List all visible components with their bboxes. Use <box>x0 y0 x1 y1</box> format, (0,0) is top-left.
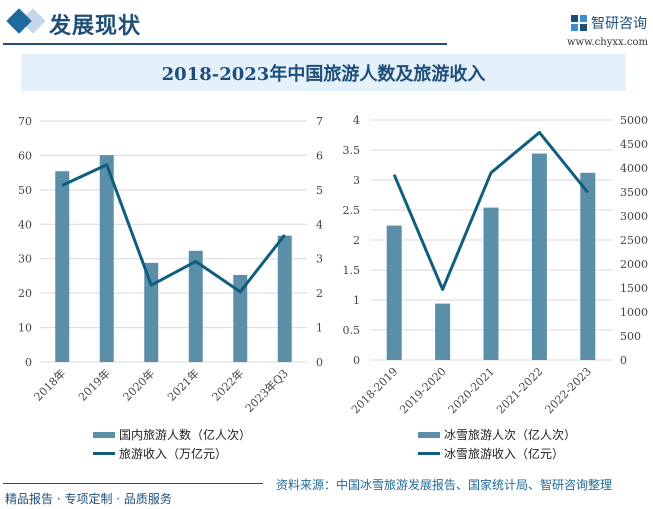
legend-label: 冰雪旅游收入（亿元） <box>444 447 565 461</box>
x-tick-label: 2018年 <box>31 366 68 403</box>
legend-item: 冰雪旅游收入（亿元） <box>418 445 564 462</box>
bar <box>55 171 70 362</box>
y-tick-left: 0.5 <box>343 324 361 337</box>
bar <box>531 153 547 360</box>
logo-text: 智研咨询 <box>591 16 647 32</box>
y-tick-left: 4 <box>353 114 360 127</box>
y-tick-left: 3 <box>353 174 360 187</box>
bar <box>99 155 114 362</box>
legend-item: 国内旅游人数（亿人次） <box>93 426 251 443</box>
source-note: 资料来源：中国冰雪旅游发展报告、国家统计局、智研咨询整理 <box>276 478 613 492</box>
legend-label: 国内旅游人数（亿人次） <box>119 428 252 442</box>
y-tick-left: 1 <box>353 294 360 307</box>
y-tick-right: 3500 <box>620 186 648 199</box>
header-divider <box>3 43 447 45</box>
legend-label: 冰雪旅游人次（亿人次） <box>444 428 577 442</box>
bar <box>580 172 596 360</box>
section-title: 发展现状 <box>49 14 142 39</box>
bar <box>144 262 159 362</box>
y-tick-right: 0 <box>620 354 627 367</box>
x-tick-label: 2021-2022 <box>494 365 545 416</box>
bar <box>233 274 248 362</box>
x-tick-label: 2018-2019 <box>349 365 400 416</box>
legend-swatch-bar <box>418 431 440 438</box>
bar <box>386 225 402 360</box>
bar <box>188 250 203 362</box>
x-tick-label: 2020年 <box>120 366 157 403</box>
x-tick-label: 2020-2021 <box>446 365 497 416</box>
legend-item: 旅游收入（万亿元） <box>93 445 227 462</box>
logo-url: www.chyxx.com <box>567 37 648 48</box>
legend-swatch-line <box>93 452 115 455</box>
x-tick-label: 2019-2020 <box>397 365 448 416</box>
y-tick-right: 4 <box>316 218 323 231</box>
y-tick-left: 70 <box>18 115 32 128</box>
y-tick-right: 2500 <box>620 234 648 247</box>
x-tick-label: 2019年 <box>75 366 112 403</box>
y-tick-right: 3000 <box>620 210 648 223</box>
y-tick-left: 40 <box>18 218 32 231</box>
y-tick-right: 3 <box>316 253 323 266</box>
bar <box>277 235 292 362</box>
y-tick-right: 5 <box>316 184 323 197</box>
y-tick-right: 1000 <box>620 306 648 319</box>
footer-slogan: 精品报告 · 专项定制 · 品质服务 <box>5 492 172 506</box>
legend-label: 旅游收入（万亿元） <box>119 447 228 461</box>
y-tick-left: 1.5 <box>343 264 361 277</box>
y-tick-right: 2000 <box>620 258 648 271</box>
y-tick-left: 2 <box>353 234 360 247</box>
y-tick-right: 0 <box>316 356 323 369</box>
y-tick-right: 1 <box>316 322 323 335</box>
bar <box>483 207 499 360</box>
y-tick-left: 0 <box>25 356 32 369</box>
legend-item: 冰雪旅游人次（亿人次） <box>418 426 576 443</box>
x-tick-label: 2021年 <box>164 366 201 403</box>
x-tick-label: 2022年 <box>209 366 246 403</box>
y-tick-right: 7 <box>316 115 323 128</box>
y-tick-left: 2.5 <box>343 204 361 217</box>
y-tick-left: 50 <box>18 184 32 197</box>
x-tick-label: 2023年Q3 <box>242 366 291 415</box>
chart-title: 2018-2023年中国旅游人数及旅游收入 <box>21 54 626 91</box>
legend-swatch-bar <box>93 431 115 438</box>
bar <box>435 303 451 360</box>
x-tick-label: 2022-2023 <box>543 365 594 416</box>
logo-icon <box>571 15 587 31</box>
y-tick-left: 30 <box>18 253 32 266</box>
y-tick-right: 2 <box>316 287 323 300</box>
y-tick-left: 0 <box>353 354 360 367</box>
footer-divider <box>3 483 263 484</box>
y-tick-left: 20 <box>18 287 32 300</box>
y-tick-right: 4500 <box>620 138 648 151</box>
y-tick-right: 5000 <box>620 114 648 127</box>
y-tick-right: 4000 <box>620 162 648 175</box>
y-tick-right: 6 <box>316 149 323 162</box>
legend-swatch-line <box>418 452 440 455</box>
y-tick-right: 1500 <box>620 282 648 295</box>
line-series <box>61 163 286 294</box>
y-tick-left: 60 <box>18 149 32 162</box>
y-tick-left: 3.5 <box>343 144 361 157</box>
y-tick-left: 10 <box>18 322 32 335</box>
y-tick-right: 500 <box>620 330 641 343</box>
